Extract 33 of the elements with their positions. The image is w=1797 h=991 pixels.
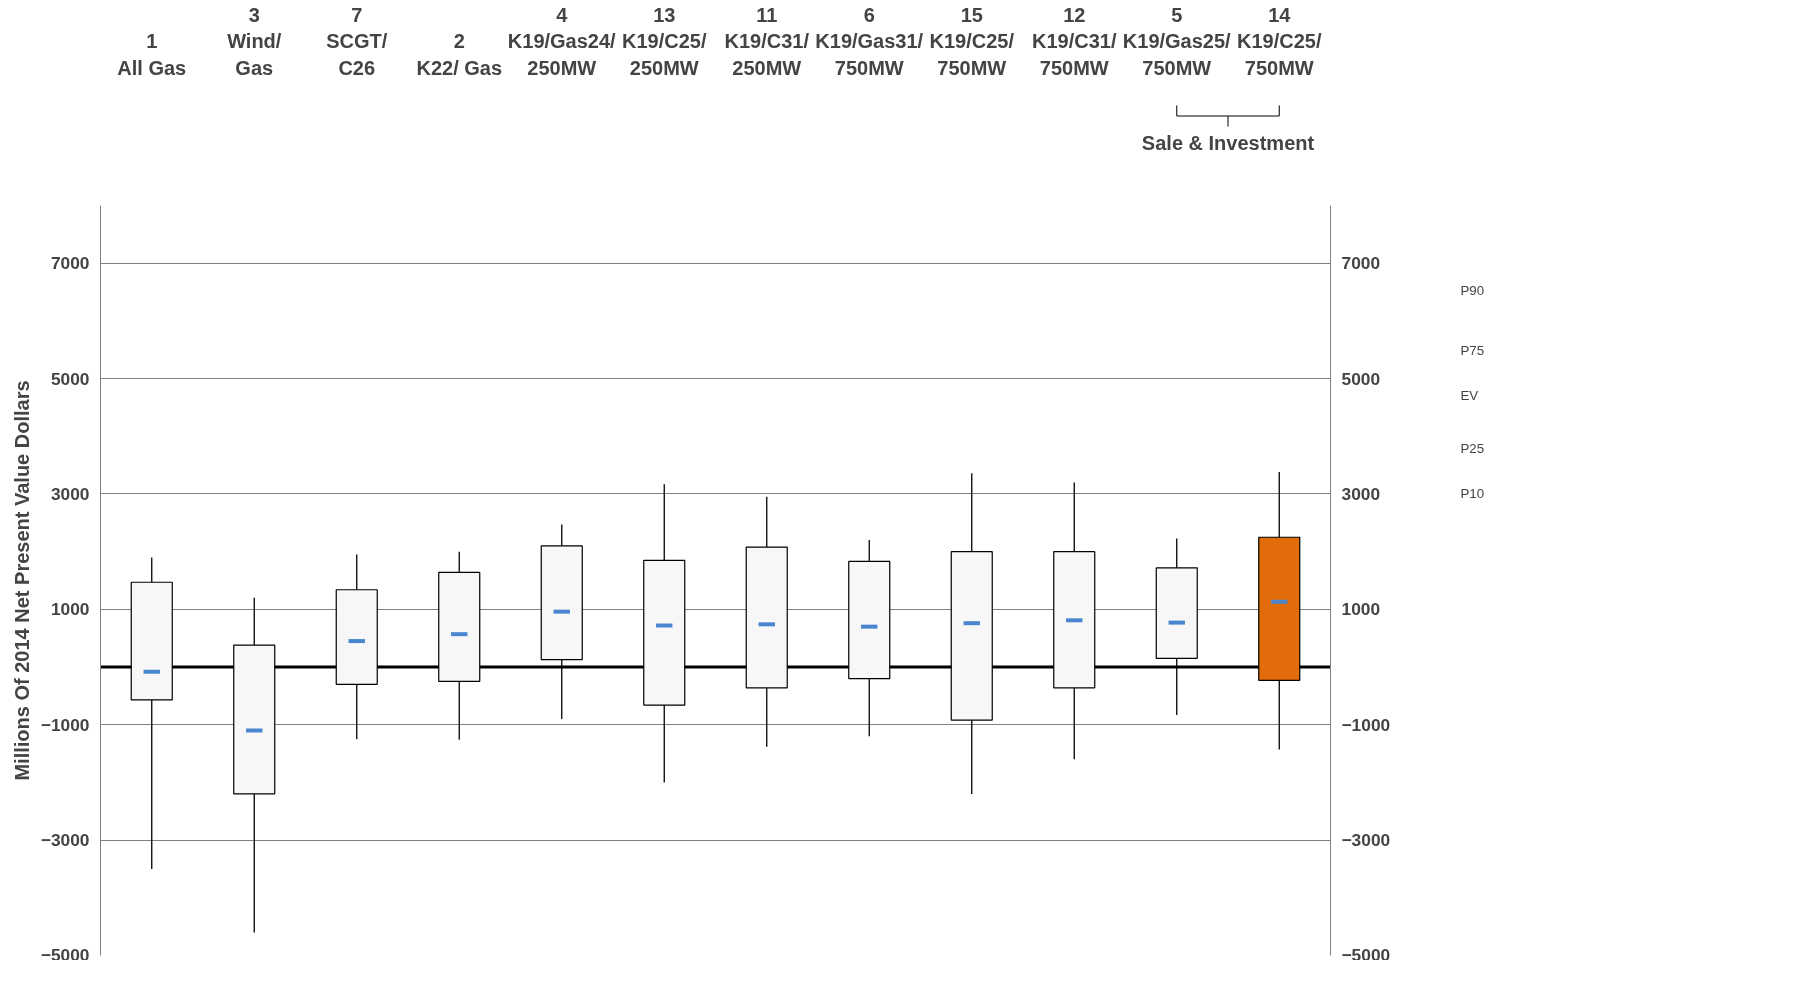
x-tick-label: 5 K19/Gas25/ 750MW	[1122, 3, 1232, 79]
y-tick-label: −3000	[40, 830, 90, 851]
y2-tick-label: −1000	[1341, 714, 1391, 735]
x-tick-label: 1 All Gas	[117, 30, 187, 79]
y2-tick-label: −3000	[1341, 830, 1391, 851]
y2-tick-label: 3000	[1341, 483, 1381, 504]
y-tick-label: −5000	[40, 944, 90, 965]
y-tick-label: 5000	[50, 368, 90, 389]
text: P75	[1460, 343, 1485, 358]
x-tick-label: 11 K19/C31/ 250MW	[724, 3, 810, 79]
y2-tick-label: −5000	[1341, 944, 1391, 965]
x-tick-label: 7 SCGT/ C26	[326, 3, 388, 79]
y2-tick-label: 7000	[1341, 253, 1381, 274]
y2-tick-label: 1000	[1341, 599, 1381, 620]
x-tick-label: 15 K19/C25/ 750MW	[929, 3, 1015, 79]
x-tick-label: 14 K19/C25/ 750MW	[1237, 3, 1322, 79]
text: P10	[1460, 485, 1485, 501]
y-tick-label: 7000	[50, 253, 90, 274]
y-tick-label: −1000	[40, 714, 90, 735]
x-tick-label: 6 K19/Gas31/ 750MW	[815, 3, 924, 79]
x-tick-label: 12 K19/C31/ 750MW	[1032, 3, 1117, 79]
text: EV	[1460, 388, 1479, 403]
y-tick-label: 3000	[50, 483, 90, 504]
y-axis-title: Millions Of 2014 Net Present Value Dollars	[10, 380, 33, 781]
x-tick-label: 4 K19/Gas24/ 250MW	[507, 3, 617, 79]
y2-tick-label: 5000	[1341, 368, 1381, 389]
text: P25	[1460, 440, 1485, 456]
text: Sale & Investment	[1141, 131, 1315, 154]
x-tick-label: 13 K19/C25/ 250MW	[622, 3, 707, 79]
x-tick-label: 2 K22/ Gas	[416, 30, 503, 79]
text: P90	[1460, 283, 1485, 298]
x-tick-label: 3 Wind/ Gas	[227, 3, 282, 79]
y-tick-label: 1000	[50, 599, 90, 620]
